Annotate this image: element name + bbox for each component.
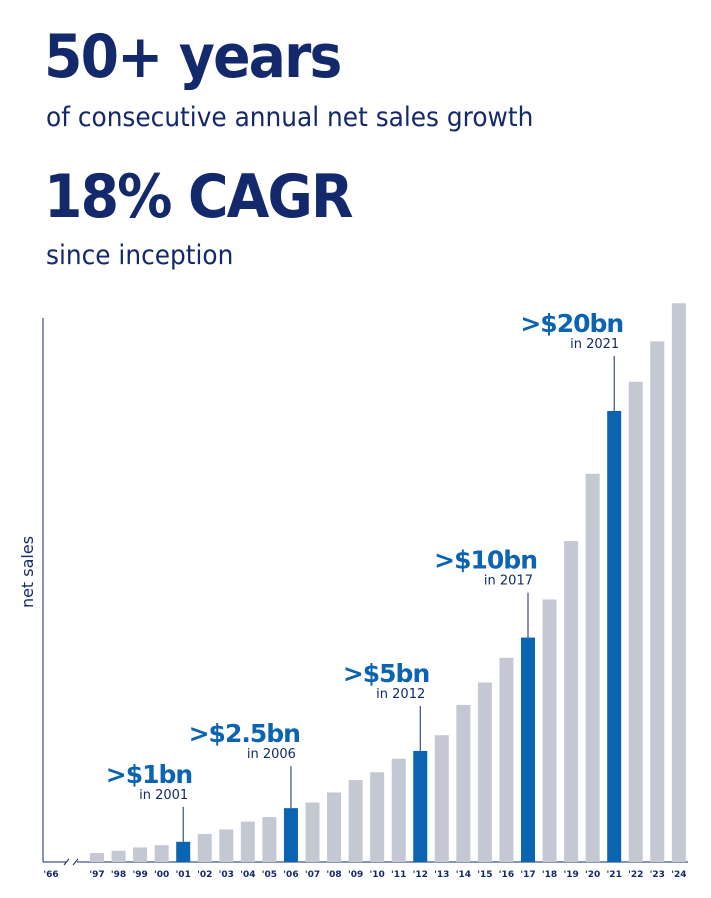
x-tick-label: '21: [607, 870, 622, 880]
x-tick-label: '99: [132, 870, 147, 880]
x-tick-label: '04: [240, 870, 255, 880]
bar: [262, 817, 277, 862]
x-tick-label: '98: [111, 870, 126, 880]
x-tick-labels: '66 '97 '98 '99 '00 '01 '02 '03 '04 '05 '06 '07 '08 '…: [43, 870, 686, 880]
x-tick-label: '17: [520, 870, 535, 880]
bar: [327, 792, 342, 862]
x-tick-label: '00: [154, 870, 169, 880]
x-tick-label: '19: [563, 870, 578, 880]
bar: [111, 850, 126, 862]
annotation-year: in 2006: [247, 747, 296, 762]
x-tick-label: '12: [413, 870, 428, 880]
x-tick-label: '07: [305, 870, 320, 880]
annotation-milestone: >$20bn: [520, 309, 623, 338]
axis-break-mark: [63, 858, 70, 866]
annotation-milestone: >$5bn: [343, 659, 429, 688]
annotations: in 2001>$1bn in 2006>$2.5bn in 2012>$5bn in…: [106, 309, 624, 842]
bar-highlighted: [176, 841, 191, 862]
bar-highlighted: [607, 410, 622, 862]
bar: [305, 802, 320, 862]
bar: [219, 829, 234, 862]
annotation-year: in 2012: [376, 687, 425, 702]
bar: [650, 341, 665, 863]
bar: [370, 772, 385, 862]
bar: [240, 821, 255, 862]
x-tick-label: '24: [671, 870, 686, 880]
bar: [456, 704, 471, 862]
bar: [628, 381, 643, 862]
y-axis-label: net sales: [18, 536, 37, 608]
x-tick-label: '66: [43, 870, 58, 880]
x-tick-label: '08: [326, 870, 341, 880]
annotation-year: in 2017: [484, 574, 533, 589]
x-tick-label: '23: [650, 870, 665, 880]
x-tick-label: '01: [176, 870, 191, 880]
x-tick-label: '18: [542, 870, 557, 880]
bar: [671, 303, 686, 862]
annotation-milestone: >$10bn: [434, 546, 537, 575]
x-tick-label: '97: [89, 870, 104, 880]
bar: [348, 780, 363, 862]
subtitle-inception: since inception: [46, 240, 234, 271]
x-tick-label: '14: [456, 870, 471, 880]
bar-highlighted: [521, 637, 535, 862]
bar: [542, 599, 557, 862]
bars: [90, 303, 686, 863]
x-tick-label: '03: [219, 870, 234, 880]
x-tick-label: '10: [370, 870, 385, 880]
x-tick-label: '15: [477, 870, 492, 880]
bar-highlighted: [413, 750, 428, 862]
x-tick-label: '11: [391, 870, 406, 880]
bar-highlighted: [283, 808, 298, 862]
x-tick-label: '20: [585, 870, 600, 880]
x-tick-label: '16: [499, 870, 514, 880]
bar: [154, 845, 169, 862]
bar: [133, 847, 148, 862]
x-tick-label: '22: [628, 870, 643, 880]
annotation-milestone: >$1bn: [106, 760, 192, 789]
bar: [90, 853, 104, 862]
annotation-year: in 2021: [570, 337, 619, 352]
x-tick-label: '13: [434, 870, 449, 880]
x-tick-label: '06: [283, 870, 298, 880]
bar: [197, 833, 212, 862]
annotation-milestone: >$2.5bn: [189, 719, 300, 748]
bar: [434, 735, 449, 862]
x-tick-label: '05: [262, 870, 277, 880]
x-tick-label: '09: [348, 870, 363, 880]
axis-break-mark: [72, 858, 79, 866]
bar: [564, 541, 579, 862]
bar: [499, 657, 514, 862]
subtitle-growth: of consecutive annual net sales growth: [46, 102, 534, 133]
headline-cagr: 18% CAGR: [44, 162, 354, 232]
x-tick-label: '02: [197, 870, 212, 880]
bar: [391, 758, 406, 862]
annotation-year: in 2001: [139, 788, 188, 803]
bar: [477, 682, 492, 862]
headline-years: 50+ years: [44, 22, 342, 92]
bar: [585, 473, 600, 862]
